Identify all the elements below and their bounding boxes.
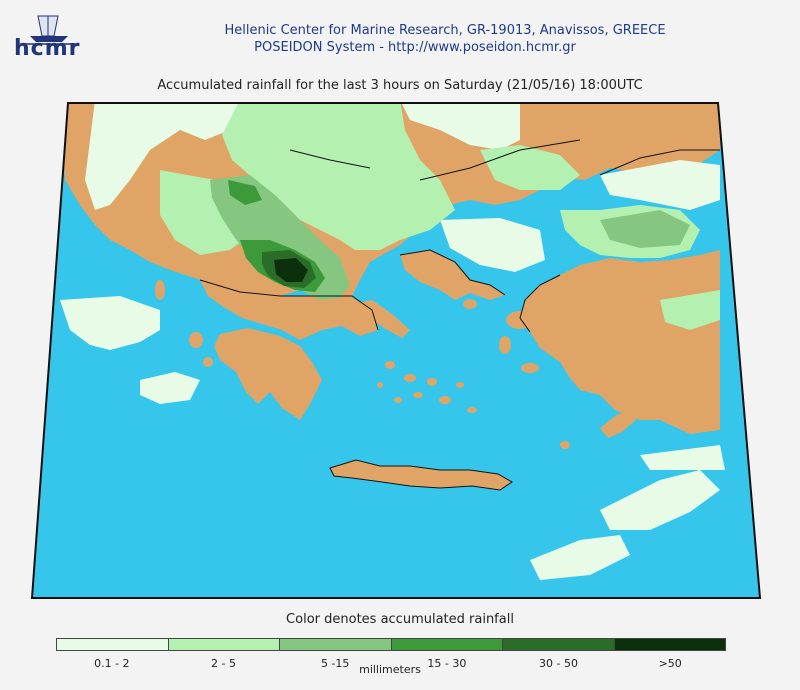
land-zakynthos: [203, 357, 213, 367]
system-url-line: POSEIDON System - http://www.poseidon.hc…: [254, 40, 576, 55]
legend-title: Color denotes accumulated rainfall: [286, 612, 514, 627]
land-samos: [521, 363, 539, 373]
logo-text: hcmr: [14, 36, 81, 61]
legend-swatch-5: [503, 639, 615, 650]
land-evia: [352, 300, 410, 338]
legend-unit: millimeters: [359, 663, 421, 676]
legend-label-6: >50: [658, 657, 682, 670]
legend-labels: 0.1 - 2 2 - 5 5 -15 15 - 30 30 - 50 >50: [56, 657, 726, 670]
land-anatolia: [520, 150, 720, 434]
land-lesvos: [506, 311, 534, 329]
legend-color-bar: [56, 638, 726, 651]
legend-swatch-4: [391, 639, 503, 650]
organization-name: Hellenic Center for Marine Research, GR-…: [224, 23, 666, 38]
legend-swatch-1: [57, 639, 169, 650]
map-title: Accumulated rainfall for the last 3 hour…: [157, 78, 643, 93]
legend-swatch-3: [280, 639, 392, 650]
land-kefalonia: [189, 332, 203, 348]
legend-label-5: 30 - 50: [539, 657, 578, 670]
land-chios: [499, 336, 511, 354]
coastlines: [199, 139, 720, 491]
legend-label-4: 15 - 30: [427, 657, 467, 670]
legend-label-1: 0.1 - 2: [94, 657, 130, 670]
land-peloponnese: [214, 328, 322, 420]
legend-label-3: 5 -15: [320, 657, 350, 670]
map-frame: [30, 102, 762, 599]
rain-extreme: [274, 258, 308, 282]
legend-swatch-2: [168, 639, 280, 650]
land-rhodes: [600, 410, 636, 438]
land-corfu: [155, 280, 165, 300]
hcmr-logo-icon: [20, 15, 78, 45]
land-chalkidiki: [400, 250, 505, 300]
land-greece-mainland: [200, 280, 378, 340]
land-limnos: [463, 299, 477, 309]
rain-light: [60, 103, 725, 580]
legend-swatch-6: [614, 639, 725, 650]
cyclades-islands: [377, 361, 570, 449]
legend-label-2: 2 - 5: [211, 657, 236, 670]
land-crete: [330, 460, 512, 490]
